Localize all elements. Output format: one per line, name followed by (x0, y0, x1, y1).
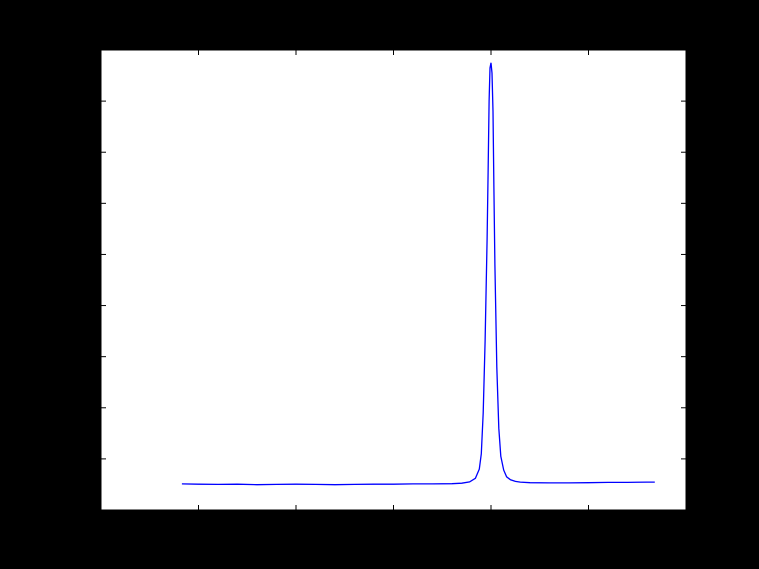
x-tick-label: 100 (89, 515, 113, 531)
x-tick-label: 700 (674, 515, 698, 531)
y-tick-label: 3000 (64, 400, 95, 416)
series-line (181, 62, 655, 486)
y-tick-label: 10000 (56, 42, 95, 58)
x-tick-label: 600 (577, 515, 601, 531)
x-tick-label: 400 (382, 515, 406, 531)
y-tick-label: 8000 (64, 144, 95, 160)
y-axis-title: DN (25, 272, 41, 292)
y-tick-label: 2000 (64, 451, 95, 467)
x-tick-labels: 100 200 300 400 500 600 700 (89, 515, 698, 531)
x-axis-title: Wavelength in namometers (308, 542, 478, 558)
x-tick-label: 200 (187, 515, 211, 531)
x-tick-label: 500 (479, 515, 503, 531)
x-tick-label: 300 (284, 515, 308, 531)
y-tick-label: 5000 (64, 298, 95, 314)
y-tick-label: 7000 (64, 195, 95, 211)
plot-area (100, 49, 687, 511)
y-tick-label: 4000 (64, 349, 95, 365)
y-tick-label: 9000 (64, 93, 95, 109)
tick-marks (100, 49, 687, 511)
y-tick-label: 1000 (64, 502, 95, 518)
y-tick-labels: 1000 2000 3000 4000 5000 6000 7000 8000 9000 1000… (56, 42, 95, 518)
y-tick-label: 6000 (64, 246, 95, 262)
chart-title: Baader OIII Filter - STS-UV (308, 22, 479, 38)
